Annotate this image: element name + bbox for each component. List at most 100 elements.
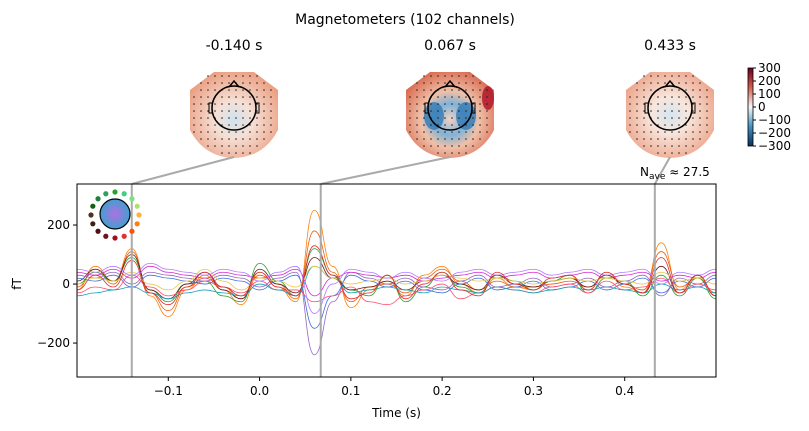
sensor-dot bbox=[643, 110, 645, 112]
sensor-dot bbox=[685, 82, 687, 84]
sensor-dot bbox=[416, 103, 418, 105]
colorbar-tick-label: 300 bbox=[758, 61, 781, 75]
sensor-dot bbox=[228, 131, 230, 133]
sensor-legend-dot bbox=[103, 191, 109, 197]
sensor-dot bbox=[650, 138, 652, 140]
sensor-dot bbox=[678, 131, 680, 133]
sensor-dot bbox=[636, 96, 638, 98]
sensor-dot bbox=[486, 89, 488, 91]
sensor-dot bbox=[458, 89, 460, 91]
sensor-dot bbox=[479, 110, 481, 112]
sensor-dot bbox=[657, 145, 659, 147]
sensor-dot bbox=[486, 117, 488, 119]
sensor-legend-dot bbox=[90, 203, 96, 209]
x-axis-label: Time (s) bbox=[371, 406, 421, 420]
sensor-legend-dot bbox=[129, 196, 135, 202]
sensor-dot bbox=[228, 138, 230, 140]
sensor-dot bbox=[444, 103, 446, 105]
sensor-dot bbox=[451, 89, 453, 91]
sensor-dot bbox=[479, 138, 481, 140]
sensor-dot bbox=[685, 138, 687, 140]
sensor-dot bbox=[657, 103, 659, 105]
sensor-legend-dot bbox=[95, 196, 101, 202]
sensor-dot bbox=[193, 124, 195, 126]
sensor-legend-dot bbox=[90, 221, 96, 227]
sensor-dot bbox=[472, 124, 474, 126]
sensor-dot bbox=[472, 96, 474, 98]
sensor-dot bbox=[465, 89, 467, 91]
sensor-dot bbox=[263, 117, 265, 119]
trace-cyan bbox=[77, 265, 716, 300]
sensor-dot bbox=[486, 103, 488, 105]
sensor-dot bbox=[256, 117, 258, 119]
sensor-dot bbox=[479, 82, 481, 84]
sensor-dot bbox=[465, 110, 467, 112]
sensor-dot bbox=[423, 110, 425, 112]
topomap-field bbox=[190, 72, 278, 158]
sensor-dot bbox=[636, 89, 638, 91]
sensor-dot bbox=[423, 117, 425, 119]
x-tick-label: 0.2 bbox=[433, 384, 452, 398]
sensor-dot bbox=[692, 124, 694, 126]
sensor-dot bbox=[221, 152, 223, 154]
sensor-dot bbox=[643, 75, 645, 77]
sensor-dot bbox=[678, 75, 680, 77]
nose-icon bbox=[664, 79, 676, 88]
sensor-dot bbox=[249, 75, 251, 77]
topomap-negative-lobe bbox=[456, 102, 476, 130]
y-axis-label: fT bbox=[10, 278, 24, 290]
sensor-dot bbox=[458, 96, 460, 98]
topomap-time-label: 0.067 s bbox=[424, 38, 476, 54]
colorbar-tick-label: −300 bbox=[758, 139, 791, 153]
sensor-dot bbox=[678, 89, 680, 91]
sensor-dot bbox=[636, 110, 638, 112]
sensor-dot bbox=[214, 145, 216, 147]
sensor-dot bbox=[692, 75, 694, 77]
sensor-dot bbox=[706, 103, 708, 105]
sensor-dot bbox=[263, 138, 265, 140]
sensor-dot bbox=[270, 89, 272, 91]
sensor-dot bbox=[221, 82, 223, 84]
sensor-dot bbox=[465, 103, 467, 105]
sensor-dot bbox=[200, 82, 202, 84]
sensor-dot bbox=[430, 110, 432, 112]
ear-icon bbox=[208, 102, 213, 114]
sensor-dot bbox=[214, 138, 216, 140]
sensor-dot bbox=[479, 96, 481, 98]
sensor-dot bbox=[423, 138, 425, 140]
sensor-dot bbox=[228, 103, 230, 105]
ear-icon bbox=[644, 102, 649, 114]
sensor-dot bbox=[235, 152, 237, 154]
sensor-dot bbox=[242, 152, 244, 154]
sensor-dot bbox=[678, 124, 680, 126]
sensor-dot bbox=[207, 131, 209, 133]
topomap-positive-lobe bbox=[482, 86, 494, 110]
sensor-dot bbox=[458, 103, 460, 105]
sensor-dot bbox=[221, 117, 223, 119]
sensor-dot bbox=[242, 131, 244, 133]
sensor-dot bbox=[263, 82, 265, 84]
sensor-dot bbox=[650, 124, 652, 126]
sensor-dot bbox=[249, 117, 251, 119]
sensor-dot bbox=[685, 103, 687, 105]
sensor-legend-dot bbox=[134, 221, 140, 227]
sensor-dot bbox=[249, 82, 251, 84]
sensor-dot bbox=[423, 82, 425, 84]
sensor-dot bbox=[228, 117, 230, 119]
topomap-connector bbox=[320, 156, 451, 185]
sensor-dot bbox=[437, 131, 439, 133]
sensor-dot bbox=[451, 110, 453, 112]
sensor-dot bbox=[207, 145, 209, 147]
sensor-dot bbox=[650, 89, 652, 91]
sensor-dot bbox=[657, 131, 659, 133]
sensor-dot bbox=[270, 131, 272, 133]
sensor-dot bbox=[207, 82, 209, 84]
sensor-dot bbox=[479, 131, 481, 133]
sensor-dot bbox=[423, 145, 425, 147]
sensor-dot bbox=[263, 89, 265, 91]
sensor-dot bbox=[692, 96, 694, 98]
sensor-dot bbox=[650, 131, 652, 133]
sensor-legend-dot bbox=[112, 235, 118, 241]
sensor-dot bbox=[451, 96, 453, 98]
trace-pink bbox=[77, 274, 716, 306]
